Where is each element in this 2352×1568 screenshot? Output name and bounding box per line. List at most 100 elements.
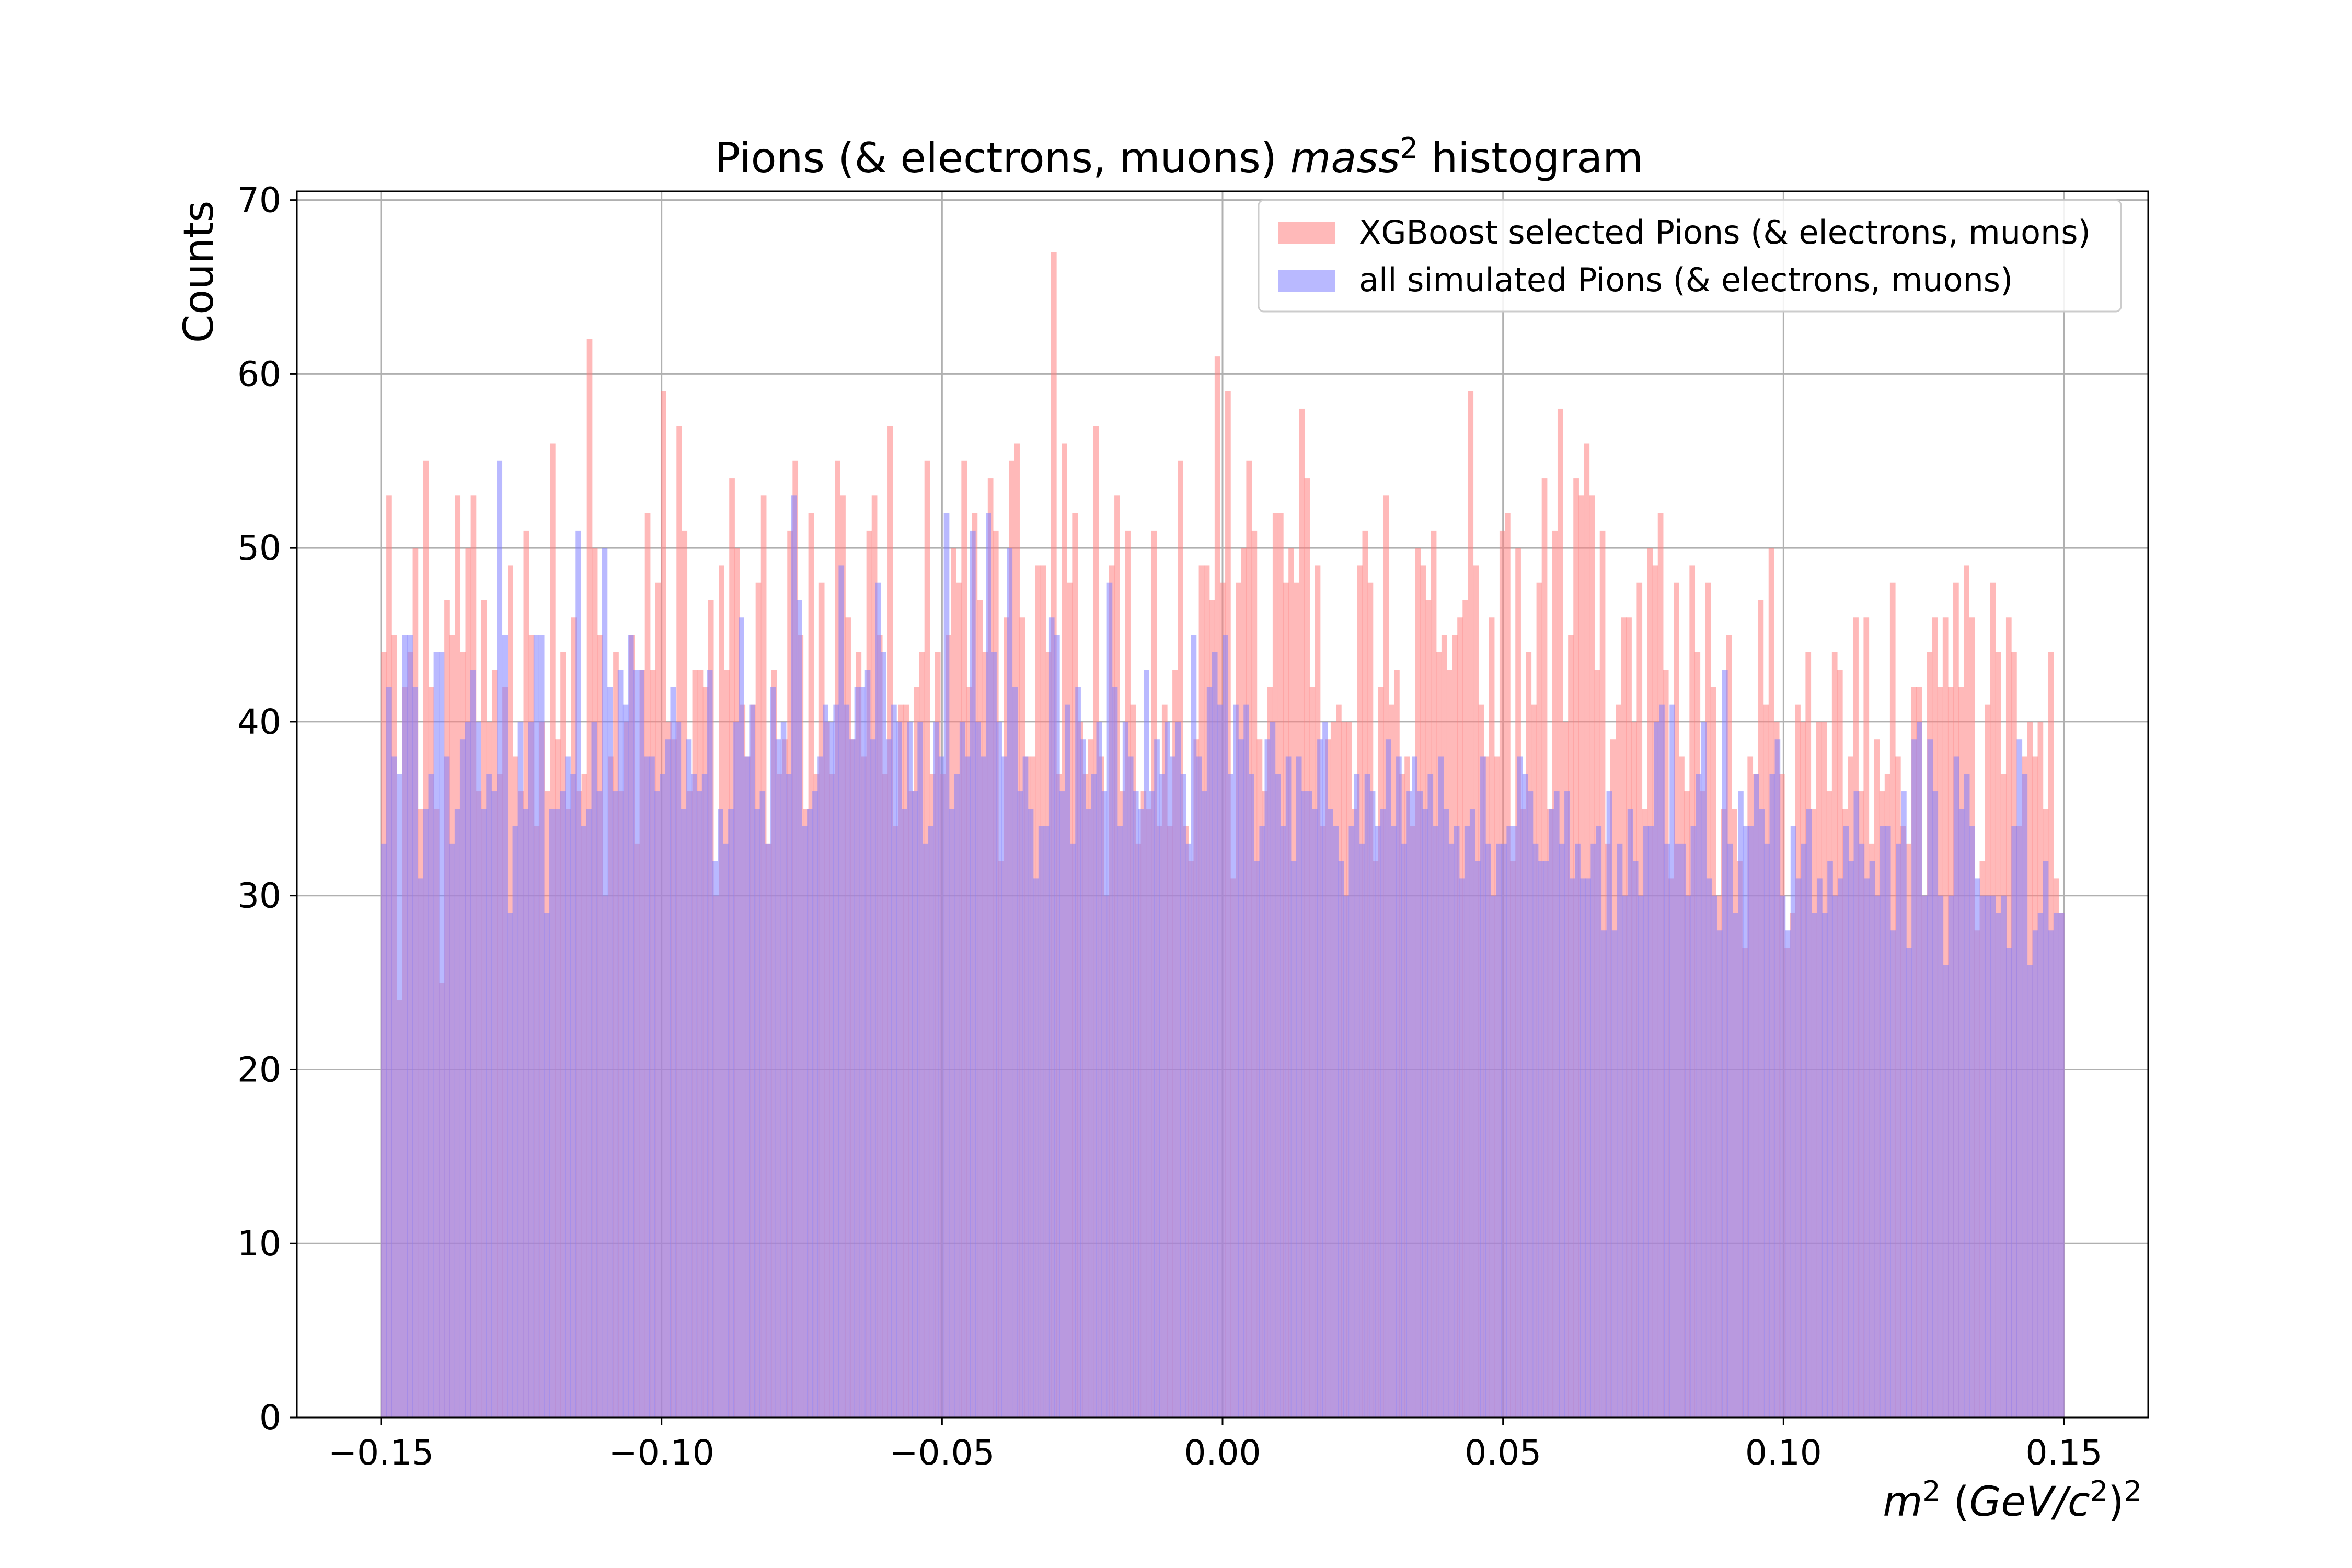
- histogram-bar: [1896, 843, 1901, 1417]
- legend-frame: [1258, 199, 2122, 313]
- histogram-bar: [681, 809, 687, 1417]
- histogram-bar: [1570, 878, 1575, 1417]
- histogram-bar: [1643, 826, 1649, 1417]
- histogram-bar: [1506, 826, 1513, 1417]
- histogram-bar: [1249, 774, 1254, 1417]
- histogram-bar: [749, 704, 755, 1417]
- histogram-bar: [796, 600, 802, 1417]
- histogram-bar: [875, 582, 881, 1417]
- histogram-bar: [1380, 809, 1386, 1417]
- histogram-bar: [701, 774, 708, 1417]
- histogram-bar: [1427, 774, 1434, 1417]
- histogram-bar: [902, 809, 907, 1417]
- histogram-bar: [1280, 826, 1286, 1417]
- histogram-bar: [1059, 791, 1065, 1417]
- histogram-bar: [1133, 791, 1139, 1417]
- histogram-bar: [728, 809, 734, 1417]
- histogram-bar: [622, 704, 629, 1417]
- histogram-bar: [1259, 826, 1265, 1417]
- histogram-bar: [1632, 861, 1639, 1417]
- histogram-bar: [1622, 895, 1628, 1417]
- histogram-bar: [1627, 809, 1633, 1417]
- histogram-bar: [723, 843, 729, 1417]
- histogram-bar: [1974, 878, 1980, 1417]
- histogram-bar: [1443, 809, 1449, 1417]
- histogram-bar: [765, 843, 771, 1417]
- histogram-bar: [1170, 756, 1176, 1417]
- histogram-bar: [886, 739, 892, 1417]
- histogram-bar: [1022, 756, 1029, 1417]
- histogram-bar: [1733, 913, 1738, 1417]
- histogram-bar: [1333, 826, 1339, 1417]
- histogram-bar: [1701, 721, 1707, 1417]
- histogram-bar: [1359, 843, 1365, 1417]
- histogram-bar: [1328, 809, 1333, 1417]
- histogram-bar: [718, 809, 723, 1417]
- histogram-bar: [2043, 861, 2049, 1417]
- histogram-bar: [1296, 756, 1302, 1417]
- histogram-bar: [1117, 826, 1123, 1417]
- histogram-bar: [423, 809, 429, 1417]
- histogram-bar: [507, 913, 513, 1417]
- histogram-bar: [607, 687, 613, 1417]
- histogram-bar: [1206, 687, 1213, 1417]
- histogram-bar: [454, 809, 460, 1417]
- histogram-bar: [538, 635, 545, 1417]
- histogram-bar: [1101, 791, 1108, 1417]
- histogram-bar: [891, 704, 897, 1417]
- histogram-bar: [691, 774, 697, 1417]
- histogram-bar: [2032, 930, 2038, 1417]
- histogram-bar: [1590, 843, 1597, 1417]
- histogram-bar: [1270, 721, 1276, 1417]
- histogram-bar: [1223, 635, 1228, 1417]
- histogram-bar: [949, 809, 955, 1417]
- y-tick-label: 30: [237, 876, 281, 916]
- histogram-bar: [1990, 895, 1996, 1417]
- histogram-bar: [1680, 843, 1686, 1417]
- histogram-bar: [1532, 843, 1539, 1417]
- y-tick-label: 20: [237, 1050, 281, 1090]
- histogram-bar: [1890, 930, 1896, 1417]
- histogram-bar: [959, 721, 965, 1417]
- histogram-bar: [570, 774, 576, 1417]
- histogram-bar: [1459, 878, 1465, 1417]
- histogram-bar: [2053, 913, 2059, 1417]
- histogram-bar: [1096, 721, 1102, 1417]
- histogram-bar: [1406, 791, 1412, 1417]
- histogram-bar: [954, 774, 960, 1417]
- histogram-bar: [828, 721, 834, 1417]
- histogram-bar: [1469, 809, 1475, 1417]
- histogram-bar: [1338, 861, 1344, 1417]
- x-tick-label: 0.05: [1465, 1433, 1541, 1473]
- histogram-bar: [1290, 861, 1297, 1417]
- histogram-bar: [1648, 826, 1654, 1417]
- histogram-bar: [1806, 809, 1812, 1417]
- x-tick-label: 0.15: [2026, 1433, 2103, 1473]
- histogram-bar: [560, 791, 566, 1417]
- histogram-bar: [1553, 791, 1560, 1417]
- histogram-bar: [1527, 791, 1534, 1417]
- histogram-bar: [665, 739, 671, 1417]
- histogram-bar: [1464, 826, 1470, 1417]
- histogram-bar: [1054, 635, 1060, 1417]
- histogram-bars: [381, 252, 2065, 1418]
- histogram-bar: [1727, 843, 1733, 1417]
- histogram-bar: [1675, 843, 1681, 1417]
- histogram-bar: [1491, 895, 1496, 1417]
- histogram-bar: [1080, 739, 1086, 1417]
- histogram-bar: [418, 878, 424, 1417]
- histogram-bar: [1711, 895, 1717, 1417]
- histogram-bar: [549, 809, 555, 1417]
- histogram-bar: [1864, 878, 1870, 1417]
- histogram-bar: [1748, 826, 1754, 1417]
- histogram-bar: [1795, 878, 1802, 1417]
- histogram-bar: [1706, 878, 1712, 1417]
- histogram-bar: [617, 670, 624, 1417]
- histogram-bar: [386, 687, 392, 1417]
- histogram-bar: [1517, 756, 1523, 1417]
- histogram-bar: [544, 913, 550, 1417]
- histogram-bar: [1538, 861, 1544, 1417]
- histogram-bar: [639, 670, 644, 1417]
- histogram-bar: [591, 721, 597, 1417]
